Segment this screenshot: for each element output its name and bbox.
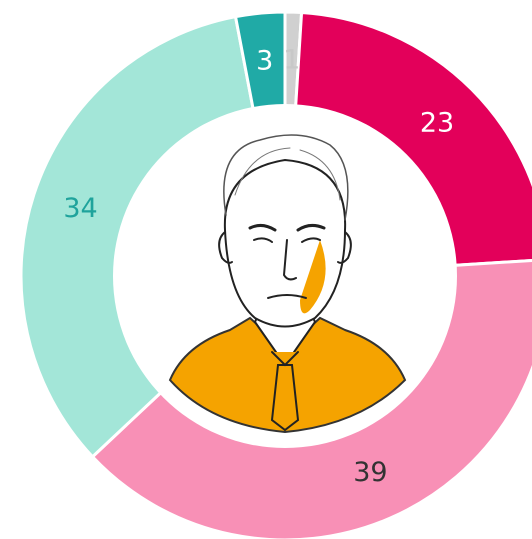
labels: 1 23 39 34 3 bbox=[63, 45, 454, 488]
value-label: 23 bbox=[420, 107, 454, 138]
value-label: 34 bbox=[63, 193, 97, 224]
value-label: 1 bbox=[283, 45, 300, 76]
value-label: 3 bbox=[256, 45, 273, 76]
portrait bbox=[168, 134, 407, 434]
value-label: 39 bbox=[353, 457, 387, 488]
